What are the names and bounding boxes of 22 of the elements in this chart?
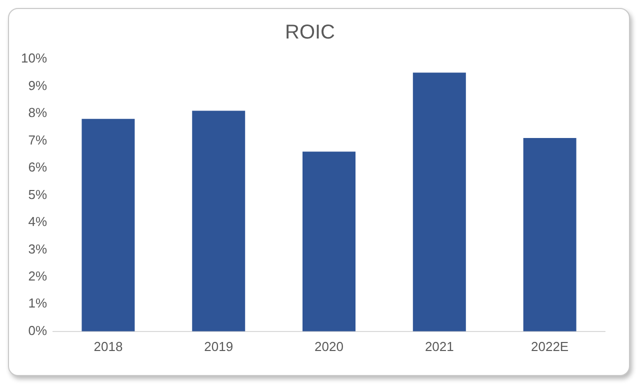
y-tick-label: 8% — [28, 105, 48, 120]
y-tick-label: 1% — [28, 296, 48, 311]
y-tick-label: 0% — [28, 322, 48, 338]
x-tick-label: 2021 — [424, 338, 454, 354]
bar — [302, 152, 356, 332]
chart-title: ROIC — [285, 22, 335, 44]
y-tick-label: 5% — [28, 186, 48, 202]
x-tick-label: 2020 — [314, 338, 344, 354]
y-tick-label: 3% — [28, 241, 48, 256]
y-tick-label: 2% — [28, 268, 48, 284]
bar — [192, 110, 246, 332]
bar — [412, 72, 466, 332]
y-tick-label: 10% — [20, 50, 48, 66]
y-tick-label: 9% — [28, 78, 48, 93]
x-tick-label: 2019 — [204, 338, 234, 354]
x-tick-label: 2022E — [531, 338, 569, 354]
bar — [82, 118, 135, 332]
x-tick-label: 2018 — [94, 338, 123, 354]
y-tick-label: 4% — [28, 214, 48, 230]
bar — [523, 138, 576, 332]
y-tick-label: 6% — [28, 160, 48, 175]
y-tick-label: 7% — [28, 132, 48, 148]
